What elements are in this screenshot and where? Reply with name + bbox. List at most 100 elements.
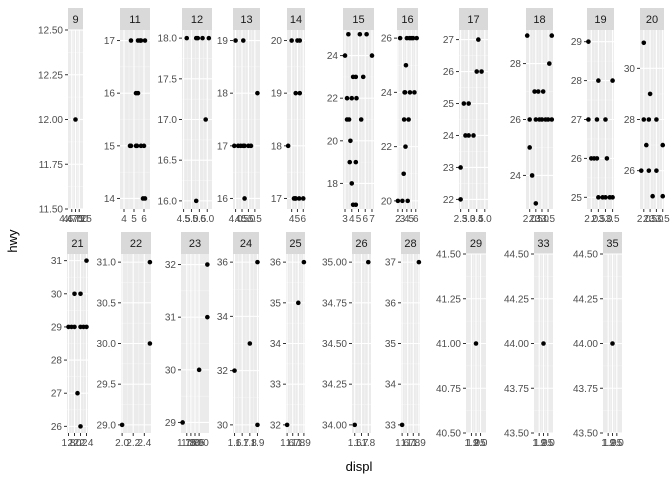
data-point — [195, 35, 201, 41]
x-tick-label: 3.0 — [649, 214, 663, 225]
x-axis-title: displ — [346, 459, 373, 474]
facet-strip — [640, 8, 664, 30]
data-point — [369, 53, 375, 58]
data-point — [603, 117, 608, 122]
data-point — [533, 201, 539, 206]
y-tick-label: 34 — [217, 312, 229, 323]
data-point — [471, 133, 476, 138]
y-tick-label: 25 — [443, 99, 455, 110]
y-tick-label: 17.0 — [158, 115, 178, 126]
facet-panel-25: 25 32 33 34 35 36 1.61.71.81.9 — [270, 232, 311, 449]
y-tick-label: 34.50 — [322, 339, 347, 350]
y-tick-label: 29 — [165, 418, 177, 429]
data-point — [414, 35, 419, 41]
x-tick-label: 4.675 — [59, 214, 84, 225]
data-point — [476, 37, 481, 42]
data-point — [247, 341, 253, 346]
y-tick-label: 29.0 — [97, 420, 117, 431]
y-tick-label: 34 — [385, 380, 397, 391]
data-point — [594, 156, 600, 161]
data-point — [405, 198, 411, 204]
x-tick-label: 1.6 — [348, 438, 362, 449]
data-point — [196, 367, 202, 373]
y-tick-label: 16.5 — [158, 156, 178, 167]
y-tick-label: 30 — [165, 365, 177, 376]
data-point — [549, 117, 555, 122]
facet-panel-9: 9 11.50 11.75 12.00 12.25 12.50 4.6754.7004.72… — [38, 8, 92, 225]
data-point — [466, 101, 471, 106]
y-tick-label: 22 — [381, 142, 393, 153]
facet-strip-label: 33 — [537, 238, 549, 250]
x-tick-label: 5 — [295, 214, 301, 225]
x-tick-label: 1.85 — [185, 438, 205, 449]
data-point — [147, 341, 153, 346]
data-point — [545, 117, 551, 122]
x-tick-label: 4.0 — [229, 214, 243, 225]
data-point — [293, 90, 299, 96]
y-tick-label: 16.0 — [158, 196, 178, 207]
data-point — [353, 159, 359, 165]
data-point — [641, 117, 647, 122]
data-point — [660, 193, 666, 199]
x-tick-label: 1.8 — [361, 438, 375, 449]
y-tick-label: 28 — [510, 59, 522, 70]
facet-strip-label: 17 — [467, 14, 479, 26]
y-tick-label: 17 — [104, 36, 116, 47]
data-point — [399, 422, 405, 428]
facet-strip — [120, 8, 150, 30]
facet-panel-14: 14 17 18 19 20 4 5 6 — [271, 8, 306, 225]
facet-panel-35: 35 43.50 43.75 44.00 44.25 44.50 1.91.952.0 — [573, 232, 624, 449]
facet-strip-label: 29 — [470, 238, 482, 250]
y-tick-label: 24 — [510, 171, 522, 182]
data-point — [203, 117, 208, 122]
data-point — [610, 78, 615, 83]
y-tick-label: 23 — [443, 163, 455, 174]
data-point — [353, 202, 359, 208]
y-tick-label: 16 — [104, 89, 116, 100]
y-tick-label: 24 — [327, 51, 339, 62]
data-point — [400, 198, 405, 204]
data-point — [604, 156, 610, 161]
y-tick-label: 24 — [381, 88, 393, 99]
x-tick-label: 1.7 — [355, 438, 369, 449]
data-point — [610, 195, 615, 200]
facet-panels: 9 11.50 11.75 12.00 12.25 12.50 4.6754.7004.72… — [38, 8, 670, 449]
facet-strip-label: 22 — [130, 238, 142, 250]
data-point — [242, 143, 247, 149]
facet-strip — [287, 8, 305, 30]
data-point — [353, 74, 359, 80]
x-tick-label: 2.5 — [643, 214, 657, 225]
x-tick-label: 5 — [409, 214, 415, 225]
data-point — [75, 390, 80, 396]
data-point — [603, 195, 608, 200]
y-tick-label: 32 — [165, 260, 177, 271]
data-point — [650, 193, 655, 199]
x-tick-label: 2.0 — [637, 214, 651, 225]
y-tick-label: 35 — [385, 339, 397, 350]
data-point — [293, 196, 299, 201]
data-point — [524, 33, 530, 38]
x-tick-label: 5 — [356, 214, 362, 225]
facet-strip — [352, 232, 371, 254]
data-point — [358, 117, 364, 122]
x-tick-label: 1.8 — [62, 438, 76, 449]
y-tick-label: 30 — [624, 64, 636, 75]
y-tick-label: 22 — [327, 94, 339, 105]
y-tick-label: 41.50 — [436, 250, 461, 261]
facet-panel-15: 15 18 20 22 24 3 4 5 6 7 — [327, 8, 375, 225]
y-tick-label: 35.00 — [322, 258, 347, 269]
y-tick-label: 40.50 — [436, 429, 461, 440]
x-tick-label: 1.6 — [395, 438, 409, 449]
x-tick-label: 3 — [400, 214, 406, 225]
facet-strip-label: 35 — [606, 238, 618, 250]
data-point — [138, 38, 144, 43]
x-tick-label: 3.5 — [606, 214, 620, 225]
data-point — [84, 324, 89, 330]
data-point — [240, 38, 246, 43]
data-point — [255, 259, 260, 265]
y-tick-label: 33 — [270, 380, 282, 391]
data-point — [458, 165, 463, 170]
y-tick-label: 28 — [51, 356, 63, 367]
data-point — [527, 117, 532, 122]
x-tick-label: 1.95 — [534, 438, 554, 449]
